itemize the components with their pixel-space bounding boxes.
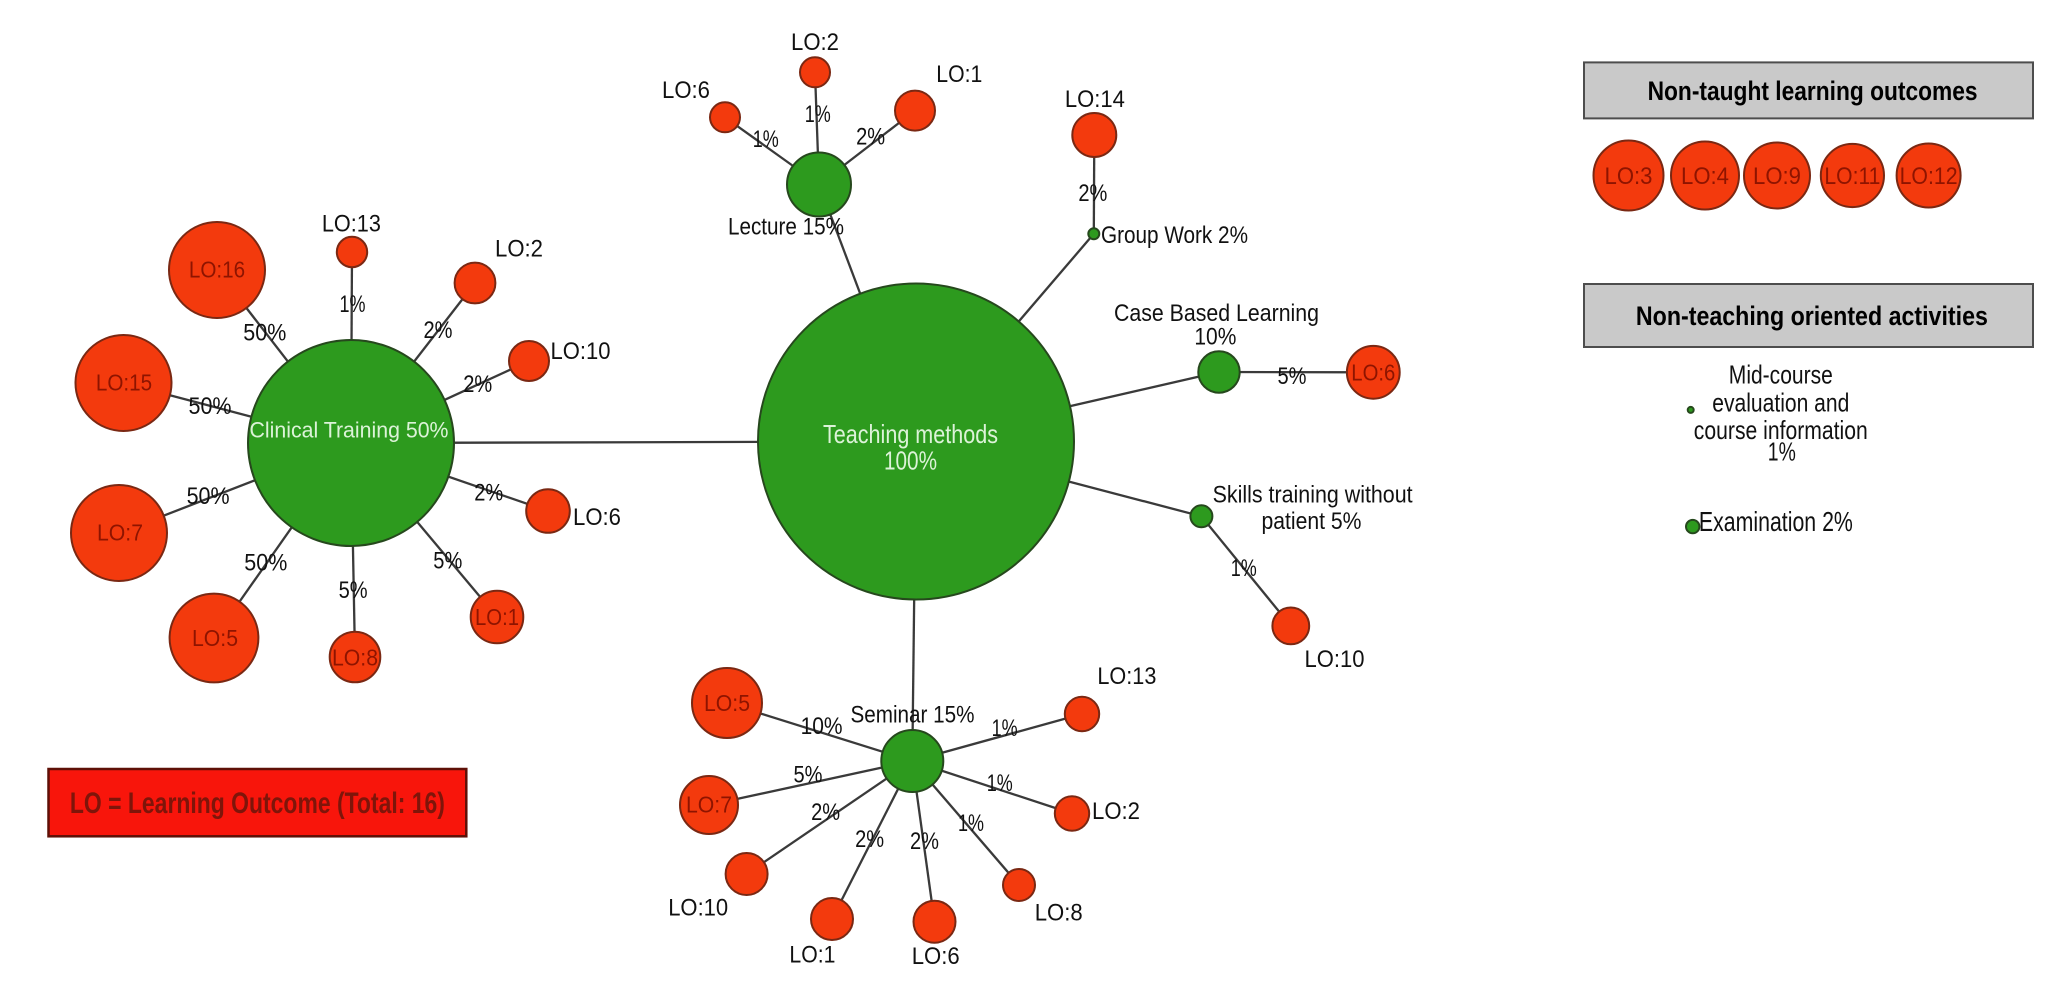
svg-text:LO:10: LO:10 [551, 338, 611, 365]
svg-text:LO:6: LO:6 [912, 943, 960, 970]
svg-text:2%: 2% [910, 828, 939, 855]
svg-text:LO:2: LO:2 [791, 29, 839, 56]
svg-text:LO:6: LO:6 [1351, 359, 1395, 385]
svg-text:50%: 50% [244, 550, 287, 577]
svg-text:LO:13: LO:13 [1097, 663, 1156, 690]
svg-text:1%: 1% [805, 101, 831, 128]
svg-text:2%: 2% [856, 124, 885, 151]
svg-text:LO:8: LO:8 [1035, 900, 1083, 927]
svg-text:LO:10: LO:10 [1305, 646, 1365, 673]
svg-text:1%: 1% [992, 715, 1018, 742]
svg-text:5%: 5% [1278, 363, 1307, 390]
svg-text:Teaching methods: Teaching methods [823, 419, 998, 449]
svg-text:2%: 2% [855, 826, 884, 853]
svg-text:Mid-course: Mid-course [1729, 360, 1833, 390]
svg-text:LO:9: LO:9 [1753, 163, 1801, 190]
svg-text:2%: 2% [811, 799, 840, 826]
svg-text:LO:6: LO:6 [573, 504, 621, 531]
svg-text:2%: 2% [463, 371, 492, 398]
svg-text:LO:16: LO:16 [189, 257, 245, 283]
svg-text:50%: 50% [187, 483, 230, 510]
svg-text:Group Work 2%: Group Work 2% [1101, 222, 1248, 249]
svg-text:2%: 2% [474, 480, 503, 507]
svg-text:evaluation and: evaluation and [1712, 387, 1849, 417]
svg-text:Non-teaching oriented activiti: Non-teaching oriented activities [1636, 301, 1988, 331]
svg-text:LO:1: LO:1 [789, 942, 835, 969]
svg-text:1%: 1% [1231, 555, 1257, 582]
svg-text:LO:6: LO:6 [662, 77, 710, 104]
svg-text:10%: 10% [801, 713, 843, 740]
svg-text:1%: 1% [1768, 437, 1796, 467]
svg-text:LO:11: LO:11 [1824, 163, 1880, 190]
svg-text:LO:2: LO:2 [495, 236, 543, 263]
svg-text:LO:7: LO:7 [97, 520, 143, 546]
svg-text:Case Based Learning: Case Based Learning [1114, 300, 1319, 327]
svg-text:10%: 10% [1194, 324, 1236, 351]
svg-text:LO:15: LO:15 [96, 370, 152, 396]
svg-text:5%: 5% [433, 548, 462, 575]
svg-text:LO:8: LO:8 [332, 644, 378, 670]
svg-text:LO:4: LO:4 [1681, 163, 1729, 190]
svg-text:1%: 1% [753, 126, 779, 153]
svg-text:LO:1: LO:1 [475, 604, 519, 630]
svg-text:1%: 1% [340, 291, 366, 318]
svg-text:1%: 1% [987, 770, 1013, 797]
svg-text:2%: 2% [1078, 180, 1107, 207]
svg-text:100%: 100% [884, 446, 937, 476]
svg-text:5%: 5% [339, 577, 368, 604]
svg-text:LO:13: LO:13 [322, 210, 381, 237]
svg-text:Skills training without: Skills training without [1213, 482, 1413, 509]
svg-text:course information: course information [1694, 415, 1868, 445]
svg-text:LO:12: LO:12 [1900, 163, 1958, 190]
svg-text:5%: 5% [794, 761, 823, 788]
svg-text:Examination 2%: Examination 2% [1699, 506, 1853, 537]
svg-text:LO:14: LO:14 [1065, 86, 1125, 113]
svg-text:Clinical Training 50%: Clinical Training 50% [250, 418, 449, 443]
svg-text:LO:5: LO:5 [704, 690, 750, 716]
svg-text:patient 5%: patient 5% [1262, 508, 1362, 535]
svg-text:LO:10: LO:10 [668, 895, 728, 922]
svg-text:LO:5: LO:5 [192, 625, 238, 651]
svg-text:Non-taught learning outcomes: Non-taught learning outcomes [1648, 76, 1978, 106]
svg-text:2%: 2% [424, 317, 453, 344]
svg-text:LO:1: LO:1 [936, 61, 982, 88]
svg-text:LO:2: LO:2 [1092, 798, 1140, 825]
svg-text:Seminar 15%: Seminar 15% [851, 702, 975, 729]
svg-text:1%: 1% [958, 810, 984, 837]
svg-text:LO = Learning Outcome (Total:: LO = Learning Outcome (Total: 16) [70, 787, 445, 820]
svg-text:Lecture 15%: Lecture 15% [728, 214, 844, 241]
svg-text:LO:7: LO:7 [686, 792, 732, 818]
svg-text:50%: 50% [189, 393, 232, 420]
svg-text:LO:3: LO:3 [1605, 163, 1653, 190]
svg-text:50%: 50% [243, 319, 286, 346]
